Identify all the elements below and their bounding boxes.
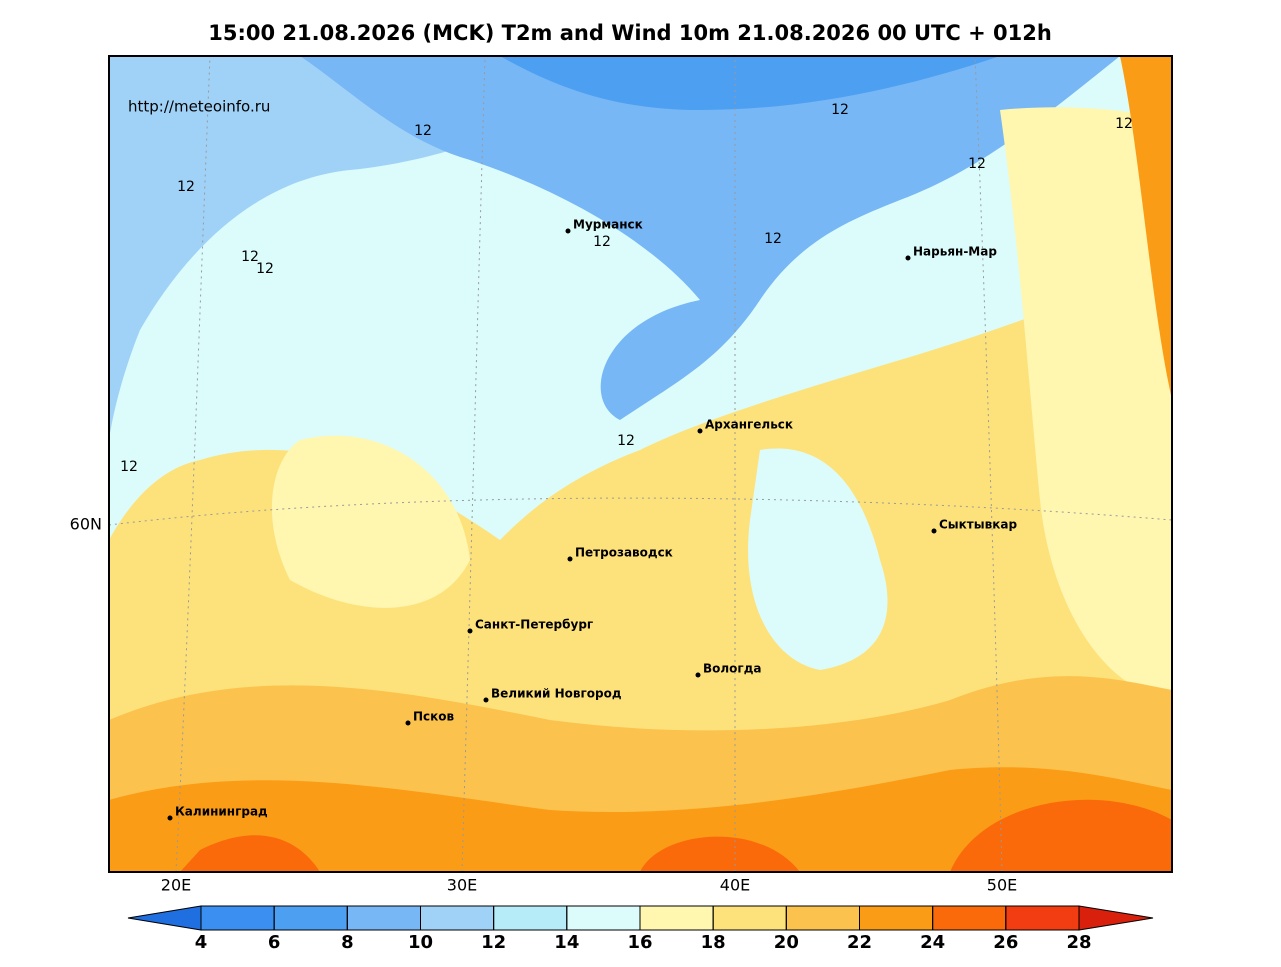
contour-label: 12 bbox=[177, 179, 195, 195]
colorbar-segment bbox=[566, 905, 641, 931]
city-dot bbox=[467, 628, 473, 634]
colorbar-segment bbox=[346, 905, 422, 931]
region-cool-east bbox=[748, 448, 888, 670]
x-axis-label: 20E bbox=[161, 876, 191, 895]
city-label: Санкт-Петербург bbox=[475, 618, 593, 632]
map bbox=[109, 56, 1172, 872]
colorbar-segment bbox=[273, 905, 348, 931]
contour-label: 12 bbox=[120, 459, 138, 475]
city-label: Мурманск bbox=[573, 218, 643, 232]
contour-label: 12 bbox=[256, 261, 274, 277]
colorbar-segment bbox=[200, 905, 275, 931]
colorbar-tick-label: 16 bbox=[627, 932, 652, 953]
colorbar-over bbox=[1078, 905, 1154, 931]
colorbar-tick-label: 20 bbox=[774, 932, 799, 953]
city-label: Нарьян-Мар bbox=[913, 245, 997, 259]
city-dot bbox=[931, 528, 937, 534]
city-label: Вологда bbox=[703, 662, 761, 676]
y-axis-label: 60N bbox=[70, 515, 102, 534]
colorbar-under bbox=[127, 905, 202, 931]
contour-label: 12 bbox=[831, 102, 849, 118]
city-label: Великий Новгород bbox=[491, 687, 622, 701]
region-mild bbox=[271, 435, 470, 608]
colorbar-tick-label: 12 bbox=[481, 932, 506, 953]
colorbar-tick-label: 24 bbox=[920, 932, 945, 953]
colorbar-tick-label: 6 bbox=[268, 932, 281, 953]
city-label: Архангельск bbox=[705, 418, 793, 432]
city-label: Калининград bbox=[175, 805, 268, 819]
colorbar-segment bbox=[859, 905, 934, 931]
colorbar-tick-label: 22 bbox=[847, 932, 872, 953]
x-axis-label: 50E bbox=[987, 876, 1017, 895]
colorbar-tick-label: 14 bbox=[554, 932, 579, 953]
contour-label: 12 bbox=[241, 249, 259, 265]
region-hot-ne bbox=[1120, 56, 1172, 400]
city-dot bbox=[567, 556, 573, 562]
url: http://meteoinfo.ru bbox=[128, 98, 270, 116]
title: 15:00 21.08.2026 (MCK) T2m and Wind 10m … bbox=[208, 21, 1052, 45]
city-dot bbox=[405, 720, 411, 726]
contour-label: 12 bbox=[968, 156, 986, 172]
city-dot bbox=[695, 672, 701, 678]
colorbar-segment bbox=[493, 905, 568, 931]
region-hot bbox=[109, 767, 1172, 872]
region-hottest bbox=[180, 799, 1172, 872]
colorbar-tick-label: 28 bbox=[1066, 932, 1091, 953]
sea-deep bbox=[500, 56, 1000, 110]
city-dot bbox=[565, 228, 571, 234]
colorbar-segment bbox=[932, 905, 1007, 931]
city-label: Сыктывкар bbox=[939, 518, 1017, 532]
colorbar-tick-label: 8 bbox=[341, 932, 354, 953]
colorbar-tick-label: 4 bbox=[195, 932, 208, 953]
city-dot bbox=[483, 697, 489, 703]
x-axis-label: 40E bbox=[720, 876, 750, 895]
city-label: Псков bbox=[413, 710, 455, 724]
colorbar-tick-label: 26 bbox=[993, 932, 1018, 953]
region-mild-east bbox=[1000, 107, 1172, 700]
city-dot bbox=[905, 255, 911, 261]
contour-label: 12 bbox=[414, 123, 432, 139]
city-dot bbox=[697, 428, 703, 434]
colorbar-segment bbox=[712, 905, 787, 931]
city-dot bbox=[167, 815, 173, 821]
graticule bbox=[109, 56, 1172, 872]
region-cold bbox=[109, 56, 600, 440]
sea bbox=[300, 56, 1120, 420]
colorbar-segment bbox=[639, 905, 714, 931]
colorbar-tick-label: 10 bbox=[408, 932, 433, 953]
colorbar-tick-label: 18 bbox=[701, 932, 726, 953]
map-frame bbox=[108, 55, 1173, 873]
city-label: Петрозаводск bbox=[575, 546, 673, 560]
colorbar-segment bbox=[420, 905, 495, 931]
colorbar-segment bbox=[1005, 905, 1080, 931]
contour-label: 12 bbox=[617, 433, 635, 449]
colorbar-segment bbox=[785, 905, 860, 931]
contour-label: 12 bbox=[593, 234, 611, 250]
contour-label: 12 bbox=[764, 231, 782, 247]
contour-label: 12 bbox=[1115, 116, 1133, 132]
x-axis-label: 30E bbox=[447, 876, 477, 895]
